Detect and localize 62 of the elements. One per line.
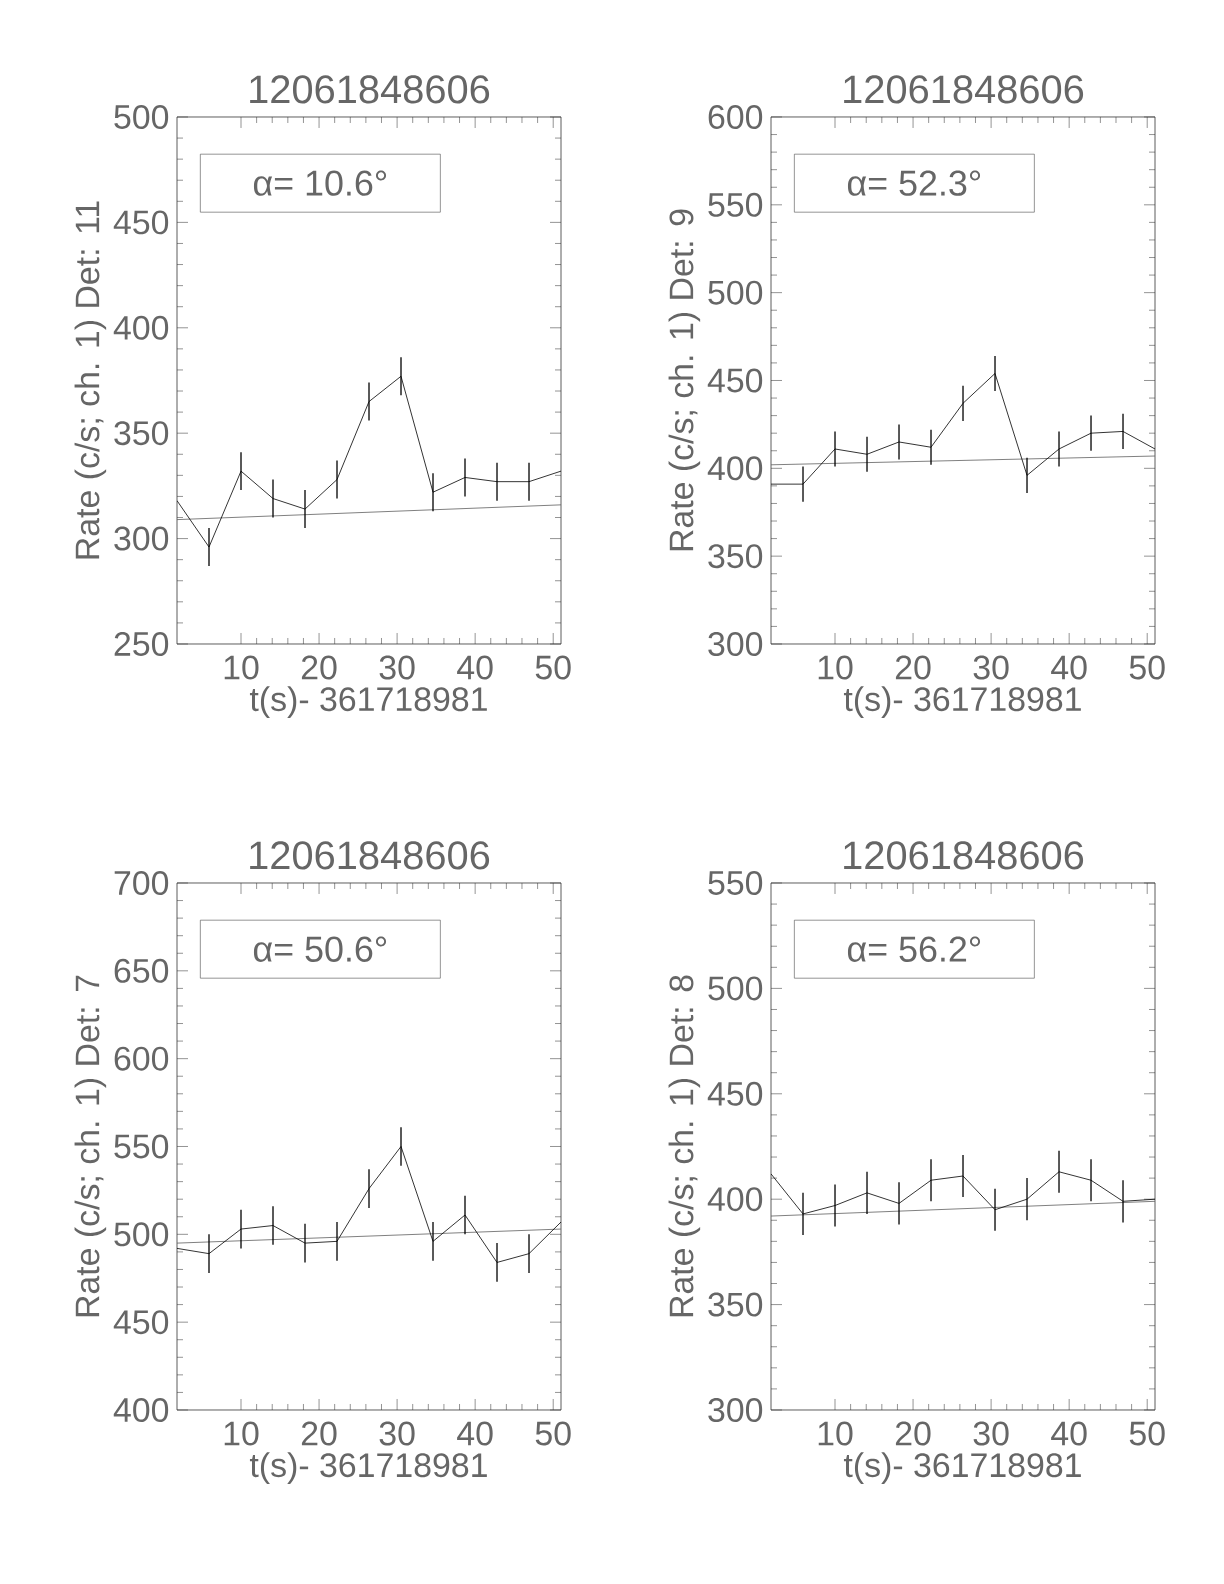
y-tick-label: 600 — [114, 1046, 169, 1071]
y-tick-label: 400 — [707, 456, 763, 481]
x-tick-label: 30 — [379, 655, 415, 680]
x-tick-label: 20 — [895, 655, 931, 680]
annotation: α= 10.6° — [253, 170, 387, 196]
annotation: α= 56.2° — [847, 936, 981, 962]
y-tick-label: 300 — [708, 631, 763, 656]
chart-title: 12061848606 — [250, 75, 490, 104]
y-tick-label: 600 — [708, 104, 763, 129]
y-tick-label: 550 — [708, 871, 763, 895]
x-tick-label: 50 — [535, 1421, 571, 1446]
y-tick-label: 450 — [707, 1081, 763, 1106]
y-tick-label: 350 — [114, 421, 169, 446]
y-tick-label: 550 — [114, 1134, 169, 1159]
y-tick-label: 350 — [708, 544, 763, 569]
x-tick-label: 50 — [1129, 1421, 1165, 1446]
y-axis-title: Rate (c/s; ch. 1) Det: 8 — [668, 975, 701, 1317]
chart-title: 12061848606 — [844, 841, 1084, 870]
chart-title: 12061848606 — [250, 841, 490, 870]
y-tick-label: 550 — [708, 192, 763, 217]
y-tick-label: 450 — [707, 368, 763, 393]
x-tick-label: 10 — [818, 1421, 853, 1446]
y-tick-label: 650 — [114, 958, 169, 983]
x-axis-title: t(s)- 361718981 — [249, 686, 487, 718]
y-tick-label: 350 — [708, 1292, 763, 1317]
y-tick-label: 450 — [113, 210, 169, 235]
x-axis-title: t(s)- 361718981 — [843, 1452, 1081, 1484]
y-tick-label: 500 — [114, 104, 169, 129]
y-axis-title: Rate (c/s; ch. 1) Det: 7 — [74, 975, 107, 1317]
x-tick-label: 50 — [535, 655, 571, 680]
y-tick-label: 500 — [114, 1222, 169, 1247]
x-tick-label: 40 — [457, 655, 493, 680]
y-tick-label: 400 — [113, 315, 169, 340]
x-tick-label: 30 — [379, 1421, 415, 1446]
y-tick-label: 300 — [114, 526, 169, 551]
x-tick-label: 30 — [973, 655, 1009, 680]
x-tick-label: 10 — [224, 1421, 259, 1446]
x-tick-label: 20 — [895, 1421, 931, 1446]
y-axis-title: Rate (c/s; ch. 1) Det: 11 — [74, 201, 107, 559]
y-tick-label: 300 — [708, 1398, 763, 1422]
x-tick-label: 50 — [1129, 655, 1165, 680]
x-tick-label: 20 — [301, 655, 337, 680]
x-tick-label: 30 — [973, 1421, 1009, 1446]
x-tick-label: 20 — [301, 1421, 337, 1446]
y-tick-label: 700 — [114, 871, 169, 895]
x-axis-title: t(s)- 361718981 — [843, 686, 1081, 718]
annotation: α= 50.6° — [253, 936, 387, 962]
y-tick-label: 500 — [708, 976, 763, 1001]
y-tick-label: 400 — [113, 1398, 169, 1422]
x-axis-title: t(s)- 361718981 — [249, 1452, 487, 1484]
y-tick-label: 500 — [708, 280, 763, 305]
x-tick-label: 40 — [1051, 1421, 1087, 1446]
y-tick-label: 400 — [707, 1187, 763, 1212]
x-tick-label: 10 — [818, 655, 853, 680]
x-tick-label: 40 — [457, 1421, 493, 1446]
y-axis-title: Rate (c/s; ch. 1) Det: 9 — [668, 209, 701, 551]
x-tick-label: 40 — [1051, 655, 1087, 680]
y-tick-label: 250 — [114, 631, 169, 656]
annotation: α= 52.3° — [847, 170, 981, 196]
x-tick-label: 10 — [224, 655, 259, 680]
chart-title: 12061848606 — [844, 75, 1084, 104]
y-tick-label: 450 — [113, 1310, 169, 1335]
